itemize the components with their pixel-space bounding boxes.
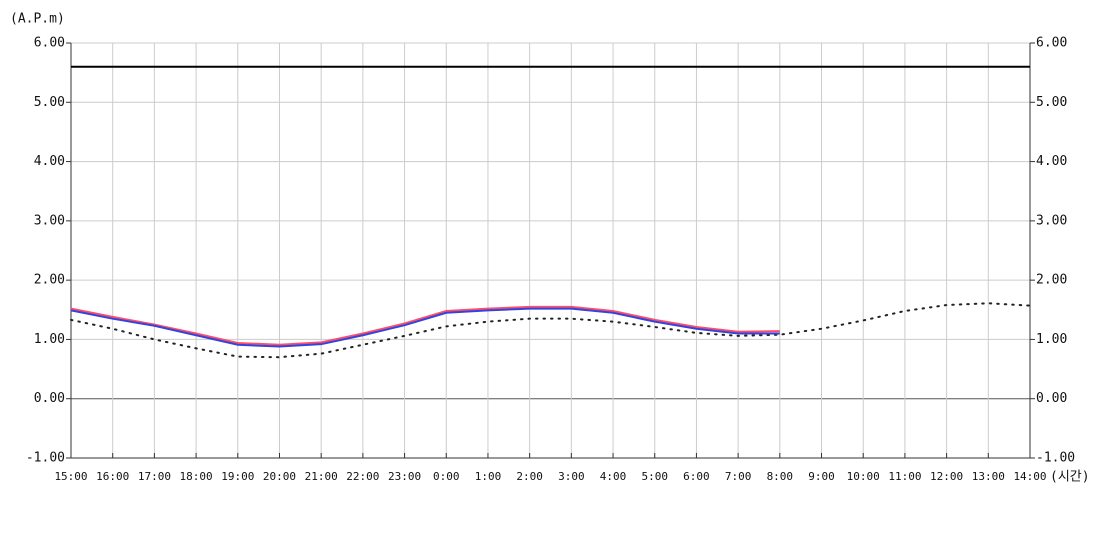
x-tick-label: 23:00: [388, 470, 421, 483]
y2-tick-label: 2.00: [1036, 273, 1067, 288]
x-tick-label: 14:00: [1013, 470, 1046, 483]
x-tick-label: 10:00: [847, 470, 880, 483]
series-line: [70, 302, 1031, 359]
y-tick-label: 3.00: [34, 213, 65, 228]
y-tick-label: -1.00: [26, 451, 65, 466]
y-tick-label: 6.00: [34, 36, 65, 51]
y-tick-label: 0.00: [34, 391, 65, 406]
x-tick-label: 9:00: [808, 470, 835, 483]
x-tick-label: 16:00: [96, 470, 129, 483]
x-tick-label: 17:00: [138, 470, 171, 483]
x-tick-label: 1:00: [475, 470, 502, 483]
y-tick-label: 1.00: [34, 332, 65, 347]
y2-tick-label: 1.00: [1036, 332, 1067, 347]
y-tick-label: 2.00: [34, 273, 65, 288]
x-tick-label: 13:00: [972, 470, 1005, 483]
y2-tick-label: 4.00: [1036, 154, 1067, 169]
y2-tick-label: 3.00: [1036, 213, 1067, 228]
x-tick-label: 6:00: [683, 470, 710, 483]
y-tick-label: 4.00: [34, 154, 65, 169]
x-tick-label: 15:00: [54, 470, 87, 483]
x-tick-label: 11:00: [888, 470, 921, 483]
x-tick-label: 7:00: [725, 470, 752, 483]
x-tick-label: 3:00: [558, 470, 585, 483]
y2-tick-label: 6.00: [1036, 36, 1067, 51]
x-tick-label: 20:00: [263, 470, 296, 483]
x-tick-label: 18:00: [180, 470, 213, 483]
y-tick-label: 5.00: [34, 95, 65, 110]
x-tick-label: 4:00: [600, 470, 627, 483]
y2-tick-label: 0.00: [1036, 391, 1067, 406]
series-line: [70, 305, 780, 346]
x-tick-label: 2:00: [516, 470, 543, 483]
x-tick-label: 5:00: [641, 470, 668, 483]
x-tick-label: 0:00: [433, 470, 460, 483]
x-tick-label: 8:00: [767, 470, 794, 483]
x-tick-label: 19:00: [221, 470, 254, 483]
x-axis-label: (시간): [1050, 470, 1090, 485]
x-tick-label: 21:00: [305, 470, 338, 483]
y2-tick-label: 5.00: [1036, 95, 1067, 110]
x-tick-label: 22:00: [346, 470, 379, 483]
series-line: [70, 307, 780, 348]
y-axis-label: (A.P.m): [10, 12, 65, 27]
x-tick-label: 12:00: [930, 470, 963, 483]
y2-tick-label: -1.00: [1036, 451, 1075, 466]
